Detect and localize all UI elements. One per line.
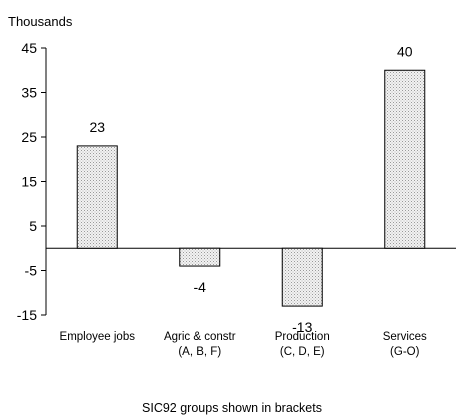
category-label: Production [275,331,330,343]
y-axis-unit-label: Thousands [8,14,73,29]
y-tick-label: -5 [25,263,38,279]
bar [179,247,221,267]
value-labels: 23 -4 -13 40 [89,43,412,335]
y-tick-label: 15 [21,174,37,190]
bar-value-label: -13 [292,319,312,335]
bar [76,145,118,249]
y-tick-label: 5 [29,218,37,234]
bar [384,69,426,249]
category-sublabel: (G-O) [390,346,420,358]
y-tick-label: 45 [21,40,37,56]
category-label: Services [383,331,427,343]
y-tick-label: 35 [21,85,37,101]
bar-value-label: -4 [194,279,207,295]
y-tick-label: 25 [21,129,37,145]
category-labels: Employee jobs Agric & constr (A, B, F) Prod… [60,331,428,358]
category-label: Agric & constr [164,331,236,343]
category-sublabel: (C, D, E) [280,346,325,358]
category-sublabel: (A, B, F) [178,346,221,358]
bar-value-label: 23 [89,119,105,135]
category-label: Employee jobs [60,331,136,343]
bars [76,69,426,307]
bar [281,247,323,307]
bar-value-label: 40 [397,43,413,59]
footnote: SIC92 groups shown in brackets [142,401,322,415]
y-tick-label: -15 [17,307,37,323]
